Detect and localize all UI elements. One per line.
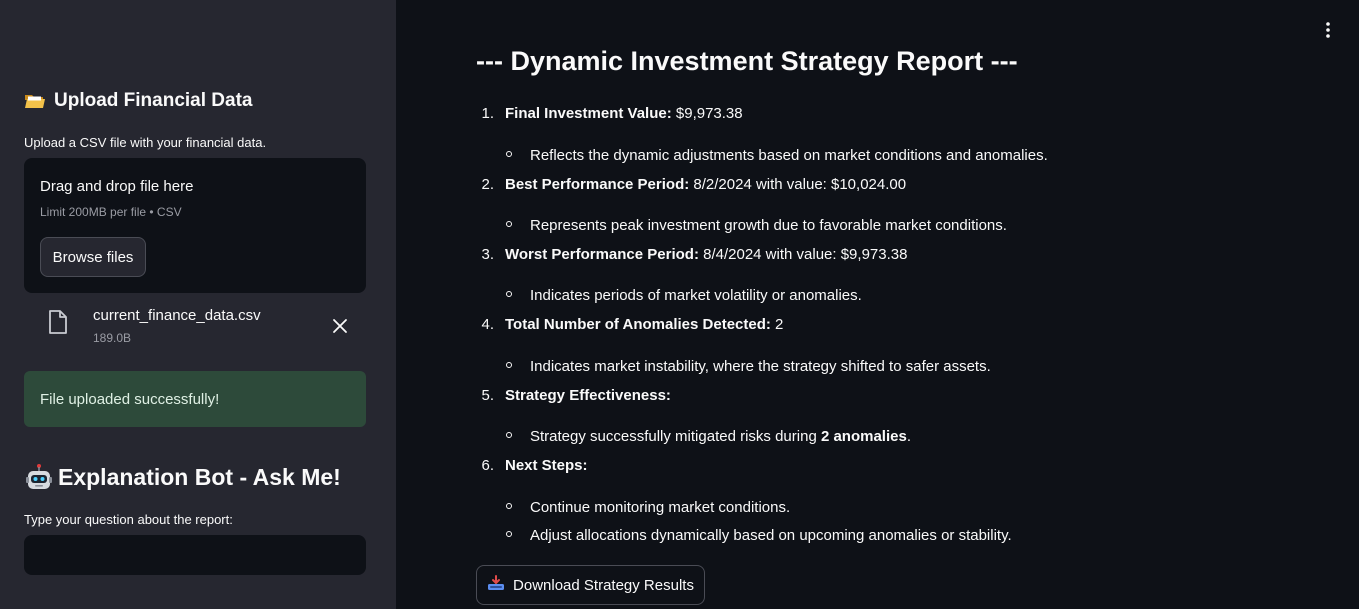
open-folder-icon — [24, 93, 46, 109]
item-value: $9,973.38 — [671, 105, 743, 122]
download-button-label: Download Strategy Results — [513, 576, 694, 594]
circle-bullet-icon — [506, 531, 512, 538]
uploaded-file-size: 189.0B — [93, 331, 132, 345]
item-number: 6. — [481, 457, 494, 474]
remove-file-close-icon[interactable] — [330, 316, 350, 336]
subitem-text: Indicates periods of market volatility o… — [530, 287, 862, 304]
subitem-text: Reflects the dynamic adjustments based o… — [530, 147, 1048, 164]
download-tray-icon — [487, 575, 505, 595]
report-item-final-value: 1. Final Investment Value: $9,973.38 — [476, 105, 743, 122]
subitem-text: Strategy successfully mitigated risks du… — [530, 428, 821, 445]
download-results-button[interactable]: Download Strategy Results — [476, 565, 705, 605]
report-item-best-period: 2. Best Performance Period: 8/2/2024 with… — [476, 176, 906, 193]
subitem-text: Represents peak investment growth due to… — [530, 217, 1007, 234]
circle-bullet-icon — [506, 362, 512, 369]
upload-instruction: Upload a CSV file with your financial da… — [24, 135, 267, 150]
subitem-text: Indicates market instability, where the … — [530, 358, 991, 375]
question-label: Type your question about the report: — [24, 512, 233, 527]
file-dropzone[interactable]: Drag and drop file here Limit 200MB per … — [24, 158, 366, 293]
report-subitem: Reflects the dynamic adjustments based o… — [506, 147, 1048, 164]
report-item-worst-period: 3. Worst Performance Period: 8/4/2024 wit… — [476, 246, 907, 263]
report-subitem: Adjust allocations dynamically based on … — [506, 527, 1012, 544]
item-heading: Next Steps: — [505, 457, 588, 474]
subitem-text-end: . — [906, 428, 912, 445]
report-item-anomalies: 4. Total Number of Anomalies Detected: 2 — [476, 316, 783, 333]
circle-bullet-icon — [506, 432, 512, 439]
report-title: --- Dynamic Investment Strategy Report -… — [476, 46, 1018, 76]
report-subitem: Continue monitoring market conditions. — [506, 499, 790, 516]
item-number: 2. — [481, 176, 494, 193]
circle-bullet-icon — [506, 151, 512, 158]
main-menu-kebab-icon[interactable] — [1318, 20, 1338, 40]
bot-heading: Explanation Bot - Ask Me! — [24, 462, 341, 492]
report-subitem: Indicates market instability, where the … — [506, 358, 991, 375]
subitem-text: Adjust allocations dynamically based on … — [530, 527, 1012, 544]
item-heading: Total Number of Anomalies Detected: — [505, 316, 771, 333]
question-input[interactable] — [24, 535, 366, 575]
item-value: 2 — [770, 316, 784, 333]
browse-files-button[interactable]: Browse files — [40, 237, 146, 277]
robot-icon — [24, 462, 54, 492]
circle-bullet-icon — [506, 221, 512, 228]
item-number: 4. — [481, 316, 494, 333]
upload-success-alert: File uploaded successfully! — [24, 371, 366, 427]
item-number: 3. — [481, 246, 494, 263]
report-item-effectiveness: 5. Strategy Effectiveness: — [476, 387, 671, 404]
report-subitem: Indicates periods of market volatility o… — [506, 287, 862, 304]
uploaded-file-row: current_finance_data.csv 189.0B — [24, 302, 366, 350]
item-heading: Worst Performance Period: — [505, 246, 699, 263]
report-subitem: Strategy successfully mitigated risks du… — [506, 428, 911, 445]
dropzone-title: Drag and drop file here — [40, 178, 194, 195]
item-heading: Best Performance Period: — [505, 176, 690, 193]
subitem-text: Continue monitoring market conditions. — [530, 499, 791, 516]
upload-heading: Upload Financial Data — [24, 90, 252, 112]
uploaded-file-name: current_finance_data.csv — [93, 307, 261, 324]
sidebar: Upload Financial Data Upload a CSV file … — [0, 0, 396, 609]
report-item-next-steps: 6. Next Steps: — [476, 457, 588, 474]
circle-bullet-icon — [506, 291, 512, 298]
item-heading: Final Investment Value: — [505, 105, 672, 122]
circle-bullet-icon — [506, 503, 512, 510]
item-number: 1. — [481, 105, 494, 122]
report-subitem: Represents peak investment growth due to… — [506, 217, 1007, 234]
item-heading: Strategy Effectiveness: — [505, 387, 671, 404]
item-value: 8/4/2024 with value: $9,973.38 — [698, 246, 908, 263]
upload-heading-text: Upload Financial Data — [54, 90, 253, 111]
dropzone-limit: Limit 200MB per file • CSV — [40, 205, 182, 219]
item-number: 5. — [481, 387, 494, 404]
file-icon — [48, 310, 68, 339]
bot-heading-text: Explanation Bot - Ask Me! — [58, 463, 341, 490]
item-value: 8/2/2024 with value: $10,024.00 — [689, 176, 907, 193]
subitem-bold-text: 2 anomalies — [820, 428, 907, 445]
